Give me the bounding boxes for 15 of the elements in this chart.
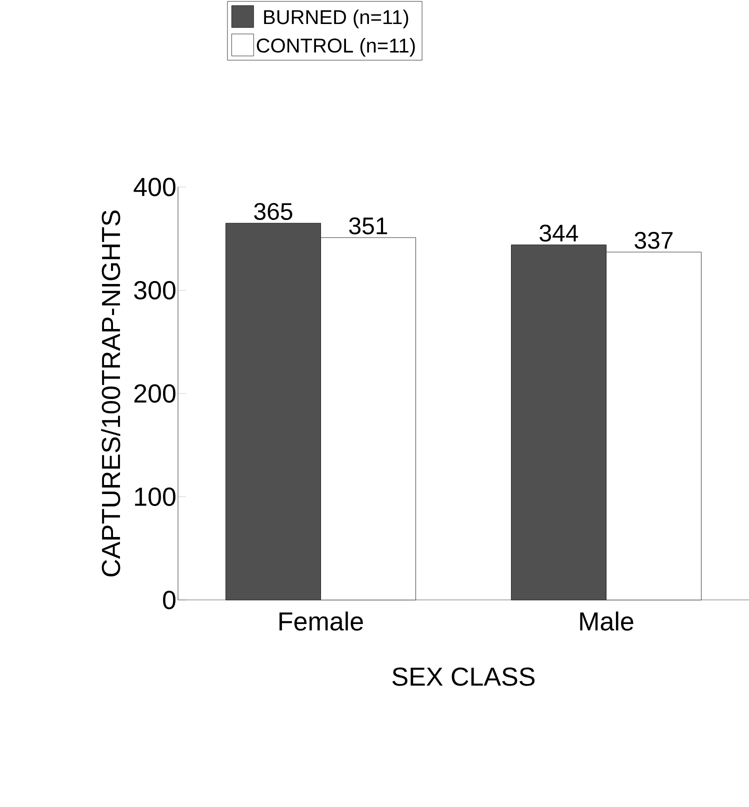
y-tick-label: 300 bbox=[134, 281, 176, 300]
legend-label: CONTROL (n=11) bbox=[256, 38, 415, 57]
data-label: 351 bbox=[349, 217, 388, 234]
y-tick-label: 0 bbox=[163, 590, 176, 610]
legend-label: BURNED (n=11) bbox=[264, 10, 408, 28]
data-label: 344 bbox=[540, 224, 578, 242]
y-tick-label: 100 bbox=[135, 488, 176, 506]
x-tick-label: Female bbox=[280, 612, 363, 631]
y-tick-label: 200 bbox=[134, 384, 176, 403]
data-label: 365 bbox=[254, 202, 292, 220]
x-axis-title: SEX CLASS bbox=[392, 667, 535, 686]
y-tick-label: 400 bbox=[134, 178, 176, 196]
x-tick-label: Male bbox=[580, 612, 634, 631]
data-label: 337 bbox=[634, 232, 673, 249]
y-axis-title: CAPTURES/100TRAP-NIGHTS bbox=[101, 210, 120, 576]
